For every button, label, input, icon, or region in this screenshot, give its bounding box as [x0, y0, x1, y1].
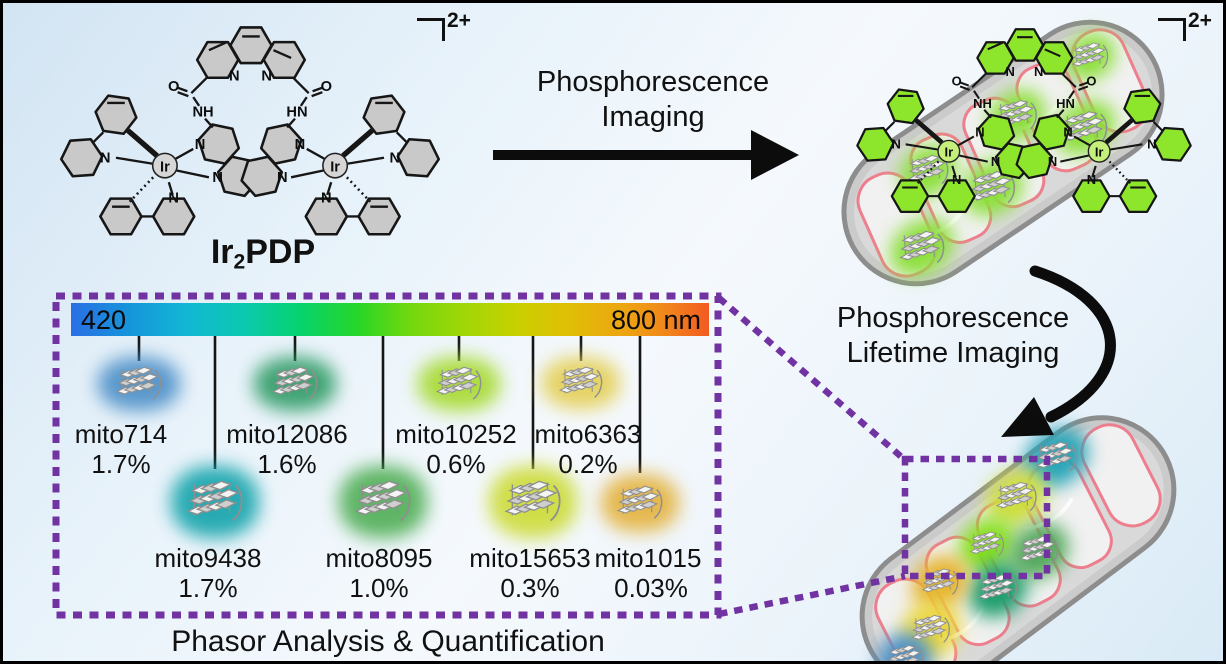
lattice-icon	[556, 363, 606, 403]
charge-label: 2+	[1188, 9, 1212, 32]
colorbar-max-label: 800 nm	[610, 305, 701, 335]
phasor-zoom-annotations	[52, 292, 1051, 619]
step1-line1: Phosphorescence	[536, 66, 770, 98]
phasor-spot-mito10252	[414, 355, 504, 413]
species-percent: 1.6%	[257, 449, 317, 479]
compound-prefix: Ir	[210, 233, 234, 271]
lattice-icon	[614, 482, 666, 524]
lattice-icon	[184, 476, 246, 528]
lifetime-imaging-curved-arrow	[1001, 265, 1116, 437]
species-percent: 0.2%	[558, 449, 618, 479]
species-name: mito15653	[469, 543, 591, 573]
phasor-spot-mito12086	[250, 355, 340, 413]
species-name: mito12086	[226, 419, 348, 449]
lattice-icon	[432, 363, 486, 405]
lattice-icon	[268, 363, 322, 405]
zoom-link-line-bottom	[718, 572, 906, 618]
species-percent: 1.7%	[178, 573, 238, 603]
step2-line1: Phosphorescence	[836, 302, 1070, 334]
species-percent: 0.3%	[500, 573, 560, 603]
zoom-region-box	[901, 455, 1051, 580]
colorbar-min-label: 420	[81, 305, 127, 335]
lattice-icon	[112, 363, 166, 405]
phasor-spot-mito15653	[485, 463, 581, 541]
species-percent: 1.0%	[349, 573, 409, 603]
annotation-overlay	[52, 130, 1116, 619]
phosphorescence-imaging-arrow	[493, 130, 799, 180]
lattice-icon	[352, 476, 414, 528]
lattice-icon	[502, 476, 564, 528]
species-name: mito9438	[154, 543, 262, 573]
compound-subscript: 2	[233, 250, 246, 274]
phasor-spot-mito6363	[539, 355, 623, 411]
charge-bracket	[1158, 18, 1186, 41]
compound-suffix: PDP	[245, 233, 316, 271]
zoom-link-line-top	[716, 295, 908, 463]
phasor-spot-mito8095	[335, 463, 431, 541]
lifetime-imaging-label: Phosphorescence Lifetime Imaging	[778, 301, 1128, 371]
wavelength-colorbar: 420 800 nm	[71, 303, 709, 336]
phasor-spot-mito9438	[167, 463, 263, 541]
species-name: mito714	[74, 419, 168, 449]
species-name: mito6363	[534, 419, 642, 449]
species-percent: 0.6%	[426, 449, 486, 479]
species-name: mito10252	[395, 419, 517, 449]
species-name: mito1015	[594, 543, 702, 573]
phasor-spot-mito1015	[598, 471, 682, 535]
mitochondrion-lifetime	[829, 385, 1207, 661]
compound-label: Ir2PDP	[163, 233, 363, 274]
species-name: mito8095	[325, 543, 433, 573]
species-percent: 1.7%	[91, 449, 151, 479]
phasor-spot-mito714	[94, 355, 184, 413]
step2-line2: Lifetime Imaging	[846, 337, 1060, 369]
charge-bracket	[417, 18, 445, 41]
step1-line2: Imaging	[601, 101, 705, 133]
species-percent: 0.03%	[614, 573, 688, 603]
lifetime-spots	[877, 427, 1089, 661]
phasor-panel-box	[52, 292, 722, 619]
charge-label: 2+	[447, 9, 471, 32]
panel-caption: Phasor Analysis & Quantification	[171, 625, 605, 658]
phosphorescence-imaging-label: Phosphorescence Imaging	[501, 65, 805, 135]
